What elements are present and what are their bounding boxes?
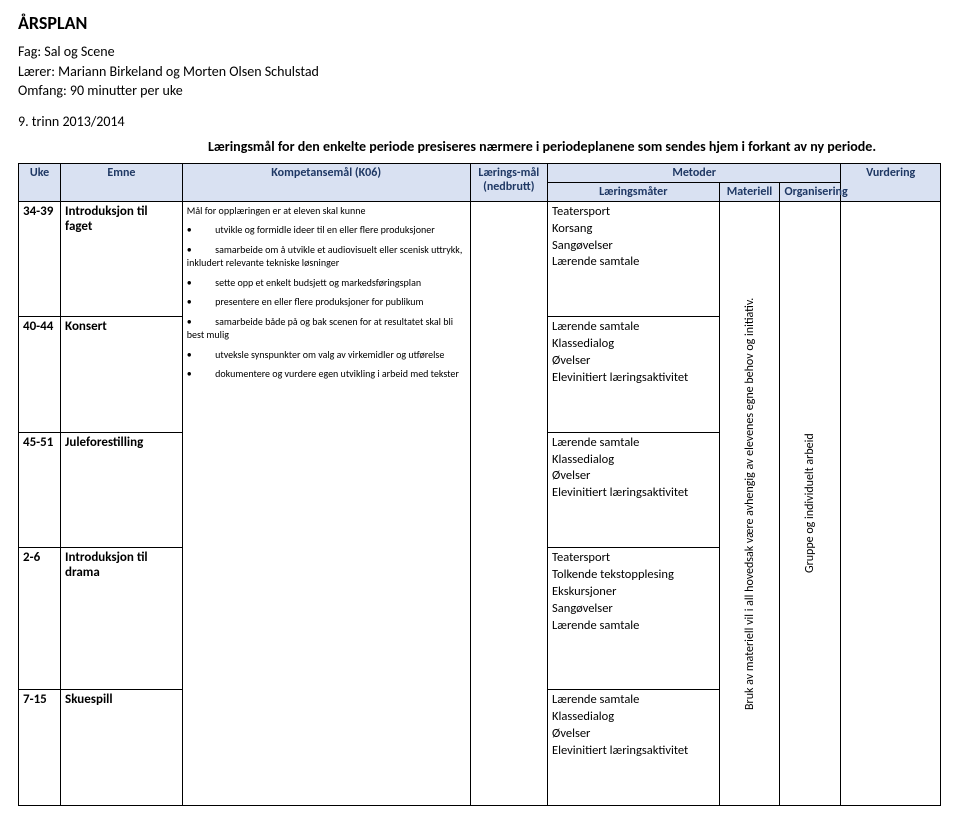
emne-cell: Konsert [61,317,183,432]
lm-cell: Teatersport Tolkende tekstopplesing Eksk… [548,548,720,690]
meta-laerer: Lærer: Mariann Birkeland og Morten Olsen… [18,62,941,82]
materiell-cell: Bruk av materiell vil i all hovedsak vær… [719,201,780,805]
uke-cell: 45-51 [19,432,61,547]
lm-cell: Lærende samtale Klassedialog Øvelser Ele… [548,690,720,805]
organisering-cell: Gruppe og individuelt arbeid [780,201,841,805]
emne-cell: Introduksjon til faget [61,201,183,316]
k06-item-text: samarbeide om å utvikle et audiovisuelt … [187,243,463,270]
emne-cell: Introduksjon til drama [61,548,183,690]
th-k06: Kompetansemål (K06) [182,163,470,201]
lm-cell: Teatersport Korsang Sangøvelser Lærende … [548,201,720,316]
meta-omfang: Omfang: 90 minutter per uke [18,81,941,101]
k06-cell: Mål for opplæringen er at eleven skal ku… [182,201,470,805]
th-uke: Uke [19,163,61,201]
uke-cell: 2-6 [19,548,61,690]
th-vurdering: Vurdering [841,163,941,201]
meta-fag: Fag: Sal og Scene [18,42,941,62]
th-laeringsmater: Læringsmåter [548,182,720,201]
vurdering-cell [841,201,941,805]
lm-cell: Lærende samtale Klassedialog Øvelser Ele… [548,432,720,547]
emne-cell: Juleforestilling [61,432,183,547]
k06-item: • presentere en eller flere produksjoner… [187,295,466,309]
mal-cell [470,201,547,805]
k06-item: • dokumentere og vurdere egen utvikling … [187,367,466,381]
lm-cell: Lærende samtale Klassedialog Øvelser Ele… [548,317,720,432]
th-metoder: Metoder [548,163,841,182]
uke-cell: 34-39 [19,201,61,316]
table-header-row-1: Uke Emne Kompetansemål (K06) Lærings-mål… [19,163,941,182]
k06-item-text: samarbeide både på og bak scenen for at … [187,315,453,342]
th-emne: Emne [61,163,183,201]
k06-item: • samarbeide både på og bak scenen for a… [187,315,466,342]
k06-item: • utvikle og formidle ideer til en eller… [187,223,466,237]
k06-item-text: presentere en eller flere produksjoner f… [215,295,423,308]
k06-item: • sette opp et enkelt budsjett og marked… [187,276,466,290]
uke-cell: 40-44 [19,317,61,432]
grade-line: 9. trinn 2013/2014 [18,113,941,130]
k06-item: • utveksle synspunkter om valg av virkem… [187,348,466,362]
k06-item-text: utveksle synspunkter om valg av virkemid… [215,348,444,361]
k06-item-text: sette opp et enkelt budsjett og markedsf… [215,276,421,289]
emne-cell: Skuespill [61,690,183,805]
uke-cell: 7-15 [19,690,61,805]
k06-item-text: dokumentere og vurdere egen utvikling i … [215,367,459,380]
materiell-text: Bruk av materiell vil i all hovedsak vær… [741,202,759,805]
th-materiell: Materiell [719,182,780,201]
organisering-text: Gruppe og individuelt arbeid [801,202,819,805]
page-title: ÅRSPLAN [18,12,941,34]
table-row: 34-39 Introduksjon til faget Mål for opp… [19,201,941,316]
intro-text: Læringsmål for den enkelte periode presi… [208,138,941,155]
k06-intro: Mål for opplæringen er at eleven skal ku… [187,204,466,218]
k06-item-text: utvikle og formidle ideer til en eller f… [215,223,435,236]
th-organisering: Organisering [780,182,841,201]
k06-item: • samarbeide om å utvikle et audiovisuel… [187,243,466,270]
curriculum-table: Uke Emne Kompetansemål (K06) Lærings-mål… [18,163,941,806]
th-mal: Lærings-mål (nedbrutt) [470,163,547,201]
